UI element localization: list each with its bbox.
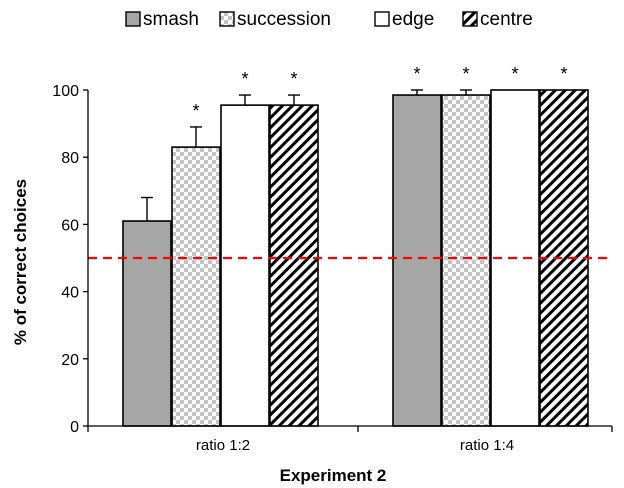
significance-star-succession-1: * xyxy=(192,101,199,121)
axes: 0 20 40 60 80 100 ratio 1:2 ratio 1:4 xyxy=(52,83,613,454)
bar-smash-2 xyxy=(392,94,442,427)
bar-smash-1 xyxy=(122,220,172,427)
bar-edge-1 xyxy=(220,104,270,427)
x-tick-label-1: ratio 1:2 xyxy=(196,437,250,454)
x-axis-label: Experiment 2 xyxy=(280,466,387,485)
legend-swatch-smash xyxy=(125,11,141,27)
legend-label-edge: edge xyxy=(392,9,434,30)
bar-centre-1 xyxy=(269,104,319,427)
legend: smash succession edge centre xyxy=(125,9,533,30)
y-tick-label-20: 20 xyxy=(61,352,79,369)
legend-label-centre: centre xyxy=(480,9,533,30)
significance-star-smash-2: * xyxy=(413,64,420,84)
legend-swatch-centre xyxy=(462,11,478,27)
legend-swatch-succession xyxy=(219,11,235,27)
significance-star-succession-2: * xyxy=(462,64,469,84)
bar-succession-1 xyxy=(171,146,221,427)
y-tick-label-0: 0 xyxy=(70,419,79,436)
significance-star-centre-2: * xyxy=(560,64,567,84)
x-tick-label-2: ratio 1:4 xyxy=(460,437,514,454)
significance-star-edge-1: * xyxy=(241,69,248,89)
y-tick-label-40: 40 xyxy=(61,285,79,302)
y-tick-label-80: 80 xyxy=(61,150,79,167)
y-tick-label-60: 60 xyxy=(61,217,79,234)
legend-label-smash: smash xyxy=(143,9,199,30)
significance-star-edge-2: * xyxy=(511,64,518,84)
bar-centre-2 xyxy=(539,89,589,427)
plot-area: * * * * * * * xyxy=(88,64,612,427)
y-axis-label: % of correct choices xyxy=(11,179,30,345)
legend-label-succession: succession xyxy=(237,9,331,30)
bar-succession-2 xyxy=(441,94,491,427)
significance-star-centre-1: * xyxy=(290,69,297,89)
y-tick-label-100: 100 xyxy=(52,83,79,100)
legend-swatch-edge xyxy=(374,11,390,27)
